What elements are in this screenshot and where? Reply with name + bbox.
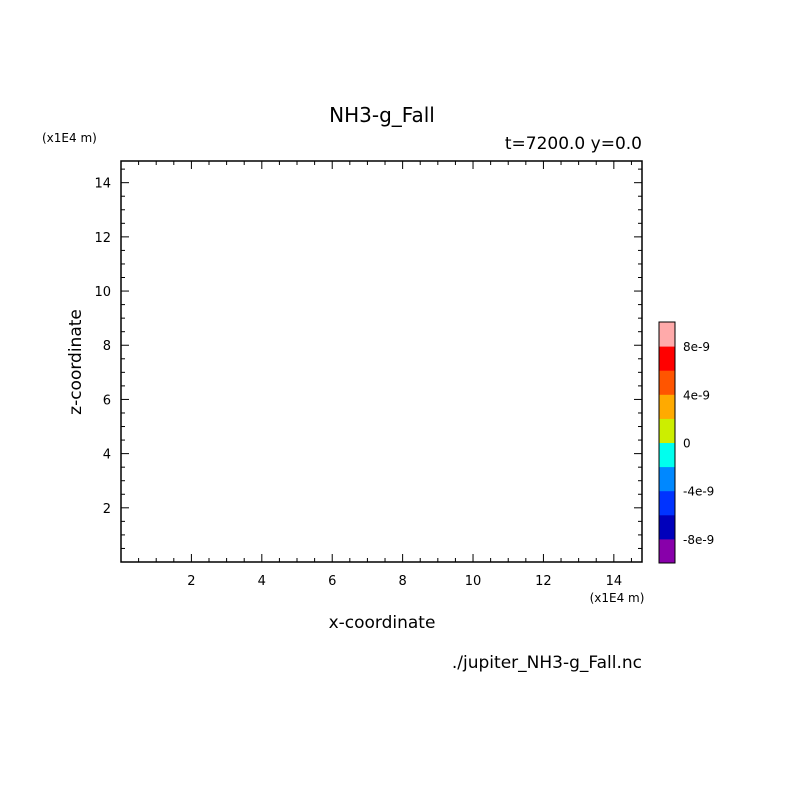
x-axis-unit: (x1E4 m) (590, 591, 645, 605)
colorbar-band (659, 490, 675, 516)
colorbar-band (659, 370, 675, 395)
colorbar-band (659, 466, 675, 492)
colorbar-band (659, 538, 675, 564)
colorbar-labels: 8e-9 4e-9 0 -4e-9 -8e-9 (683, 340, 714, 547)
colorbar-label: -4e-9 (683, 485, 714, 499)
y-tick-label: 8 (103, 339, 111, 354)
plot-frame (120, 160, 643, 563)
chart-subtitle: t=7200.0 y=0.0 (505, 134, 642, 154)
x-tick-label: 12 (535, 574, 552, 589)
colorbar-band (659, 394, 675, 419)
y-tick-label: 14 (94, 177, 111, 192)
colorbar: 8e-9 4e-9 0 -4e-9 -8e-9 (658, 321, 714, 564)
x-tick-labels: 2 4 6 8 10 12 14 (187, 574, 622, 589)
y-axis-label: z-coordinate (66, 309, 86, 415)
colorbar-band (659, 346, 675, 371)
y-tick-label: 6 (103, 393, 111, 408)
axis-ticks (121, 161, 642, 562)
source-filename: ./jupiter_NH3-g_Fall.nc (452, 653, 642, 673)
x-tick-label: 10 (465, 574, 482, 589)
x-axis-label: x-coordinate (329, 613, 436, 633)
colorbar-label: 4e-9 (683, 388, 710, 402)
y-tick-labels: 2 4 6 8 10 12 14 (94, 177, 111, 517)
x-tick-label: 2 (187, 574, 195, 589)
y-tick-label: 10 (94, 285, 111, 300)
colorbar-label: 0 (683, 437, 691, 451)
y-tick-label: 12 (94, 231, 111, 246)
colorbar-label: 8e-9 (683, 340, 710, 354)
x-tick-label: 6 (328, 574, 336, 589)
x-tick-label: 4 (258, 574, 266, 589)
y-tick-label: 4 (103, 448, 111, 463)
colorbar-label: -8e-9 (683, 533, 714, 547)
colorbar-frame (658, 321, 676, 564)
colorbar-band (659, 322, 675, 347)
chart-title: NH3-g_Fall (329, 103, 435, 127)
x-tick-label: 14 (606, 574, 623, 589)
colorbar-band (659, 442, 675, 468)
y-axis-unit: (x1E4 m) (42, 131, 97, 145)
colorbar-band (659, 418, 675, 443)
y-tick-label: 2 (103, 502, 111, 517)
colorbar-band (659, 514, 675, 540)
colorbar-bands (659, 322, 675, 564)
plot-area: 2 4 6 8 10 12 14 2 4 6 8 10 12 14 (94, 160, 643, 589)
x-tick-label: 8 (398, 574, 406, 589)
